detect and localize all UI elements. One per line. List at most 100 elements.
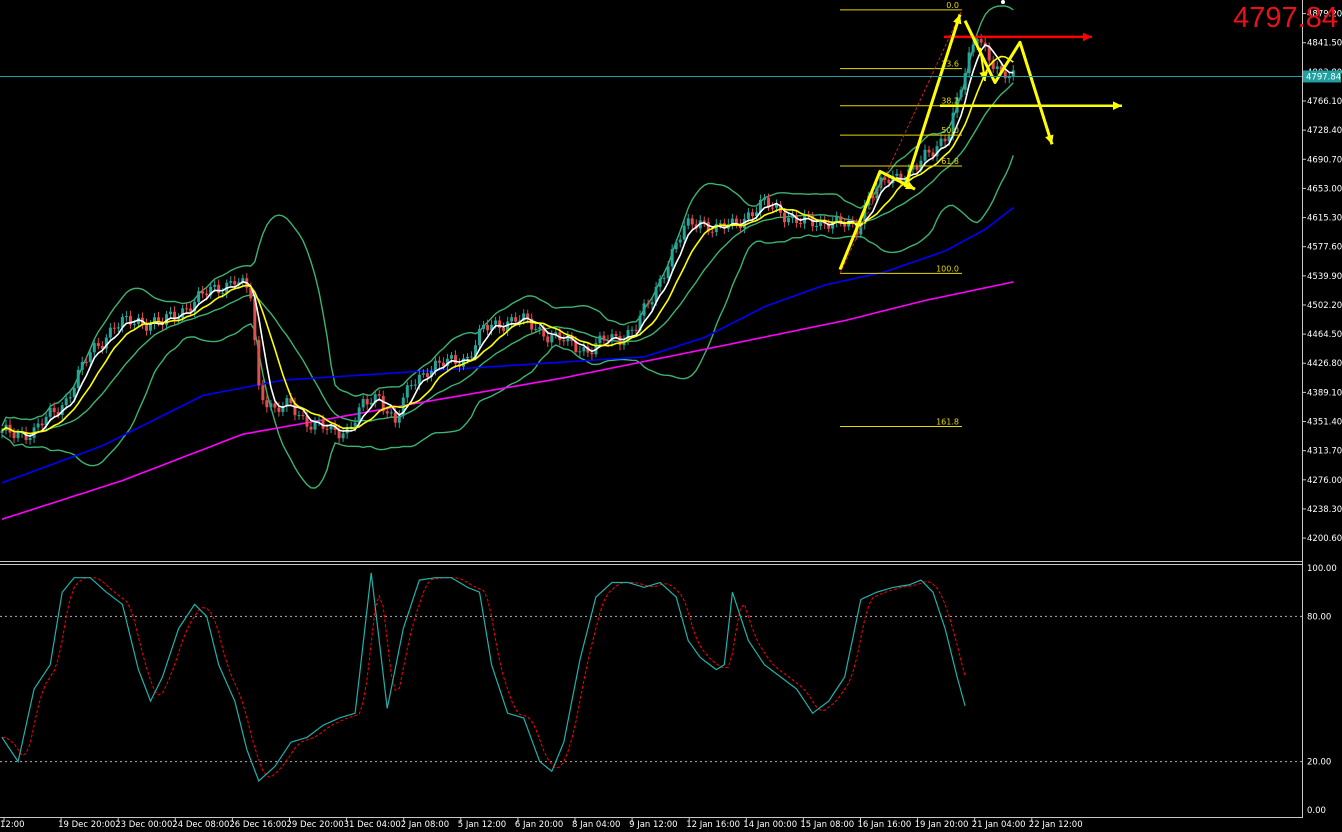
candle-body	[293, 402, 297, 416]
candle-body	[783, 212, 787, 223]
candle-body	[453, 355, 457, 364]
candle-body	[28, 437, 32, 440]
price-tick-label: 4653.00	[1307, 184, 1342, 194]
candle-body	[253, 298, 257, 341]
candle-body	[241, 278, 245, 283]
candle-body	[542, 327, 546, 337]
candle-body	[221, 292, 225, 294]
bollinger-lower	[1, 155, 1014, 489]
price-tick-label: 4879.20	[1307, 10, 1342, 20]
candle-body	[951, 112, 955, 137]
time-tick-label: 21 Jan 04:00	[972, 820, 1026, 830]
candle-body	[309, 426, 313, 430]
candle-body	[16, 432, 20, 439]
candle-body	[297, 415, 301, 417]
candle-body	[277, 407, 281, 412]
candle-body	[449, 355, 453, 359]
candle-body	[558, 332, 562, 341]
candle-body	[538, 327, 542, 330]
candle-body	[935, 146, 939, 157]
candle-body	[261, 385, 265, 401]
fibonacci-retracement: 0.0 23.6 38.2 50.0 61.8 100.0 161.8	[839, 1, 963, 427]
candle-body	[630, 329, 634, 331]
fib-level-label: 100.0	[936, 264, 959, 273]
candle-body	[52, 407, 56, 413]
candle-body	[88, 352, 92, 362]
candle-body	[478, 328, 482, 346]
candle-body	[598, 335, 602, 344]
candle-body	[875, 188, 879, 199]
stochastic-oscillator: 100.00 80.00 20.00 0.00	[0, 564, 1337, 816]
candle-body	[895, 173, 899, 176]
candle-body	[975, 39, 979, 45]
time-tick-label: 9 Jan 12:00	[629, 820, 677, 830]
candle-body	[24, 432, 28, 440]
time-tick-label: 12:00	[0, 820, 25, 830]
price-tick-label: 4728.40	[1307, 126, 1342, 136]
fast-ma-white	[1, 44, 1014, 437]
time-tick-label: 26 Dec 16:00	[229, 820, 286, 830]
candle-body	[911, 166, 915, 170]
candle-body	[405, 385, 409, 398]
candle-body	[498, 320, 502, 329]
time-tick-label: 22 Jan 12:00	[1029, 820, 1083, 830]
candle-body	[285, 398, 289, 407]
candle-body	[120, 316, 124, 328]
candle-body	[566, 335, 570, 342]
candle-body	[626, 329, 630, 341]
candle-body	[136, 317, 140, 324]
candle-body	[799, 222, 803, 224]
candle-body	[787, 218, 791, 223]
candle-body	[100, 346, 104, 349]
candle-body	[257, 340, 261, 386]
candle-body	[217, 284, 221, 294]
stochastic-tick-label: 20.00	[1307, 758, 1331, 768]
candle-body	[706, 221, 710, 232]
candle-body	[213, 284, 217, 287]
candles	[0, 33, 1015, 445]
time-tick-label: 15 Jan 08:00	[800, 820, 854, 830]
candle-body	[72, 388, 76, 398]
fib-level-label: 23.6	[941, 60, 959, 69]
candle-body	[249, 287, 253, 299]
candle-body	[461, 358, 465, 367]
yellow-first-leg-arrow	[838, 169, 916, 271]
candle-body	[425, 373, 429, 377]
candle-body	[409, 385, 413, 387]
time-tick-label: 31 Dec 04:00	[344, 820, 401, 830]
candle-body	[522, 313, 526, 321]
candle-body	[666, 266, 670, 279]
candle-body	[181, 308, 185, 318]
candle-body	[843, 222, 847, 227]
candle-body	[417, 374, 421, 385]
price-tick-label: 4615.30	[1307, 214, 1342, 224]
candle-body	[835, 216, 839, 223]
candle-body	[510, 317, 514, 322]
stochastic-tick-label: 100.00	[1307, 564, 1337, 574]
fib-level-label: 161.8	[936, 417, 959, 426]
candle-body	[80, 361, 84, 370]
candle-body	[686, 218, 690, 226]
candle-body	[36, 423, 40, 428]
candle-body	[365, 399, 369, 405]
candle-body	[68, 397, 72, 399]
candle-body	[433, 360, 437, 372]
candle-body	[590, 352, 594, 355]
candle-body	[441, 362, 445, 367]
candle-body	[526, 313, 530, 319]
candle-body	[710, 231, 714, 233]
white-marker-dot	[1001, 0, 1005, 4]
candle-body	[124, 316, 128, 318]
candle-body	[879, 177, 883, 189]
candle-body	[923, 149, 927, 161]
candle-body	[389, 412, 393, 414]
yellow-impulse-arrow	[903, 14, 962, 188]
candle-body	[582, 346, 586, 352]
candle-body	[317, 420, 321, 422]
candle-body	[678, 239, 682, 243]
candle-body	[562, 340, 566, 342]
candle-body	[887, 179, 891, 184]
candle-body	[373, 394, 377, 403]
last-price-tag-label: 4797.84	[1306, 72, 1341, 82]
candle-body	[466, 356, 470, 359]
